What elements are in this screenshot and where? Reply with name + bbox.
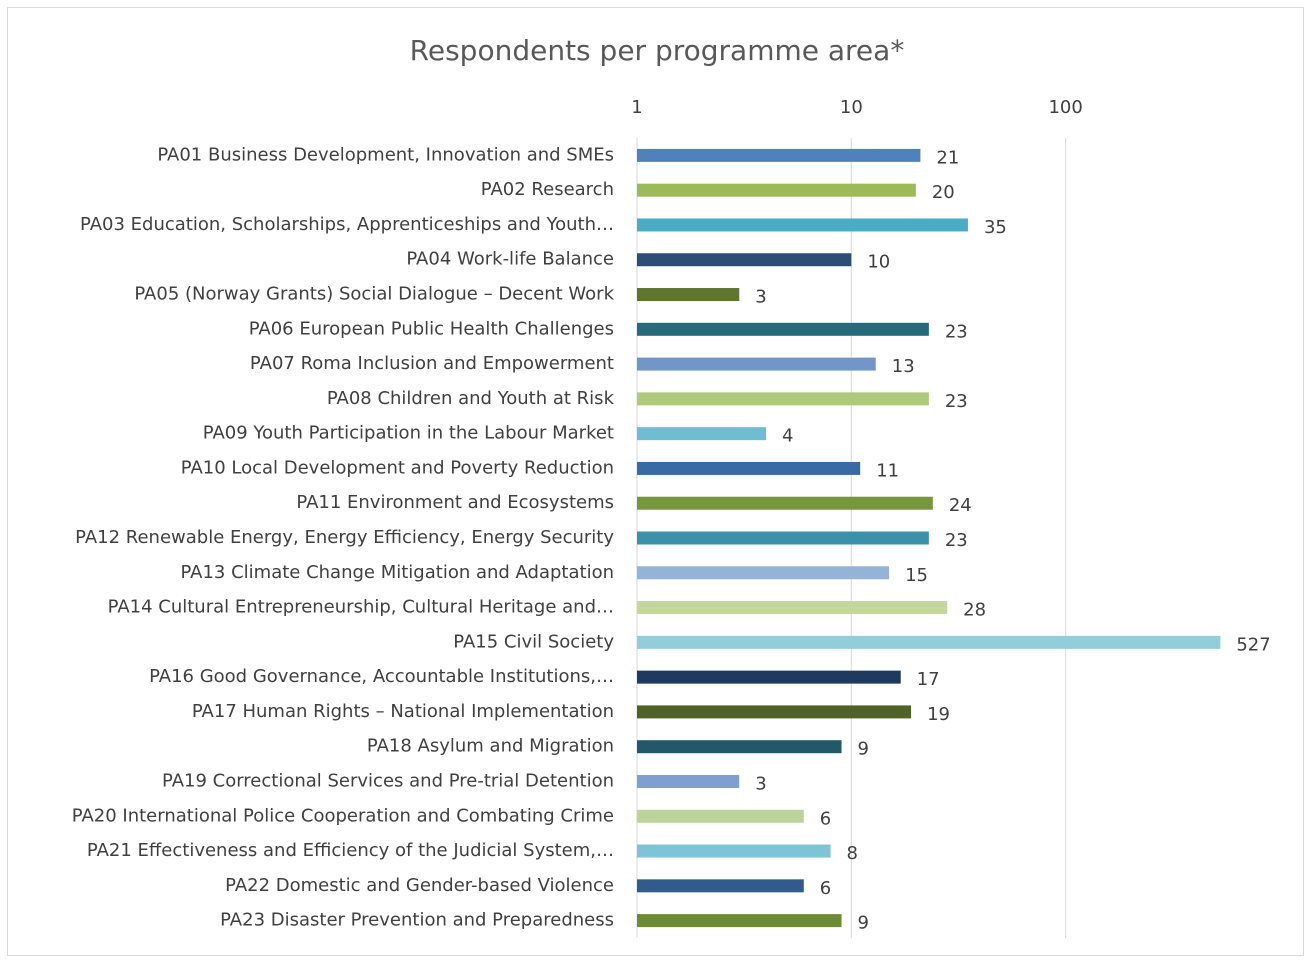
value-label: 13 [892, 356, 915, 377]
y-tick-label: PA01 Business Development, Innovation an… [157, 144, 614, 165]
y-tick-label: PA21 Effectiveness and Efficiency of the… [87, 840, 614, 861]
y-tick-label: PA06 European Public Health Challenges [249, 318, 614, 339]
value-label: 35 [984, 217, 1007, 238]
y-tick-label: PA20 International Police Cooperation an… [72, 805, 614, 826]
value-label: 28 [963, 600, 986, 621]
y-tick-label: PA07 Roma Inclusion and Empowerment [250, 353, 614, 374]
bar [637, 148, 921, 162]
value-label: 23 [945, 530, 968, 551]
bar [637, 288, 740, 302]
bar [637, 670, 901, 684]
y-tick-label: PA02 Research [481, 179, 614, 200]
y-tick-label: PA12 Renewable Energy, Energy Efficiency… [75, 527, 614, 548]
bar [637, 914, 842, 928]
value-label: 23 [945, 321, 968, 342]
value-label: 3 [755, 287, 766, 308]
y-tick-label: PA04 Work-life Balance [406, 249, 614, 270]
value-label: 11 [876, 460, 899, 481]
value-label: 9 [858, 913, 869, 934]
bar [637, 705, 912, 719]
y-tick-label: PA17 Human Rights – National Implementat… [192, 701, 614, 722]
bar [637, 218, 968, 232]
value-label: 6 [820, 878, 831, 899]
y-tick-label: PA11 Environment and Ecosystems [296, 492, 614, 513]
y-tick-label: PA18 Asylum and Migration [367, 736, 614, 757]
chart-title: Respondents per programme area* [410, 34, 905, 67]
y-tick-label: PA13 Climate Change Mitigation and Adapt… [180, 562, 614, 583]
bar [637, 461, 861, 475]
value-label: 17 [917, 669, 940, 690]
y-tick-label: PA08 Children and Youth at Risk [327, 388, 615, 409]
value-label: 19 [927, 704, 950, 725]
value-label: 23 [945, 391, 968, 412]
bar [637, 809, 804, 823]
bar [637, 774, 740, 788]
y-tick-label: PA14 Cultural Entrepreneurship, Cultural… [108, 597, 614, 618]
bar [637, 740, 842, 754]
x-tick-label: 100 [1048, 97, 1082, 118]
y-tick-label: PA19 Correctional Services and Pre-trial… [162, 770, 614, 791]
bar [637, 427, 767, 441]
chart-border [7, 7, 1304, 956]
y-tick-label: PA05 (Norway Grants) Social Dialogue – D… [134, 284, 614, 305]
bar [637, 879, 804, 893]
x-tick-label: 10 [840, 97, 863, 118]
y-tick-label: PA16 Good Governance, Accountable Instit… [149, 666, 614, 687]
bar [637, 531, 929, 545]
value-label: 24 [949, 495, 972, 516]
bar [637, 357, 876, 371]
y-tick-label: PA09 Youth Participation in the Labour M… [203, 423, 614, 444]
bar [637, 635, 1221, 649]
y-tick-label: PA03 Education, Scholarships, Apprentice… [80, 214, 614, 235]
value-label: 20 [932, 182, 955, 203]
value-label: 15 [905, 565, 928, 586]
value-label: 21 [936, 147, 959, 168]
value-label: 9 [858, 739, 869, 760]
bar [637, 322, 929, 336]
y-tick-label: PA23 Disaster Prevention and Preparednes… [220, 910, 614, 931]
x-tick-label: 1 [631, 97, 642, 118]
y-tick-label: PA22 Domestic and Gender-based Violence [225, 875, 614, 896]
value-label: 8 [847, 843, 858, 864]
bar [637, 844, 831, 858]
bar [637, 253, 852, 267]
bar [637, 392, 929, 406]
y-tick-label: PA10 Local Development and Poverty Reduc… [181, 457, 614, 478]
bar [637, 566, 890, 580]
y-tick-label: PA15 Civil Society [453, 631, 614, 652]
bar [637, 496, 933, 510]
value-label: 3 [755, 773, 766, 794]
value-label: 4 [782, 426, 793, 447]
bar [637, 183, 916, 197]
value-label: 10 [867, 252, 890, 273]
bar [637, 601, 948, 615]
value-label: 527 [1236, 634, 1270, 655]
value-label: 6 [820, 808, 831, 829]
